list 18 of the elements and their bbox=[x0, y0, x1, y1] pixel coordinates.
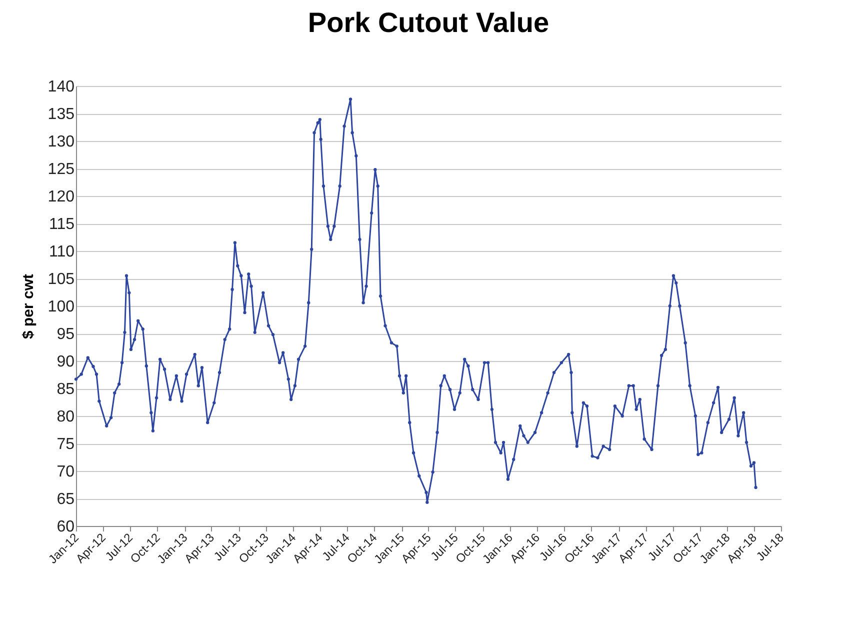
y-tick-label: 95 bbox=[56, 326, 75, 343]
y-tick-label: 105 bbox=[48, 271, 75, 288]
y-tick-label: 125 bbox=[48, 161, 75, 178]
y-tick-label: 80 bbox=[56, 408, 75, 426]
y-tick-label: 115 bbox=[48, 216, 75, 233]
y-tick-label: 100 bbox=[48, 298, 75, 316]
y-tick-label: 110 bbox=[48, 244, 75, 260]
y-axis-title: $ per cwt bbox=[20, 274, 37, 340]
y-tick-label: 85 bbox=[56, 381, 75, 398]
chart-title: Pork Cutout Value bbox=[308, 7, 550, 38]
y-tick-label: 75 bbox=[56, 436, 75, 453]
y-tick-label: 70 bbox=[56, 464, 75, 480]
y-tick-label: 130 bbox=[48, 134, 75, 150]
y-tick-label: 120 bbox=[48, 188, 75, 206]
y-tick-label: 140 bbox=[48, 78, 75, 96]
y-tick-label: 65 bbox=[56, 491, 75, 508]
y-tick-label: 135 bbox=[48, 106, 75, 123]
y-tick-label: 90 bbox=[56, 354, 75, 370]
